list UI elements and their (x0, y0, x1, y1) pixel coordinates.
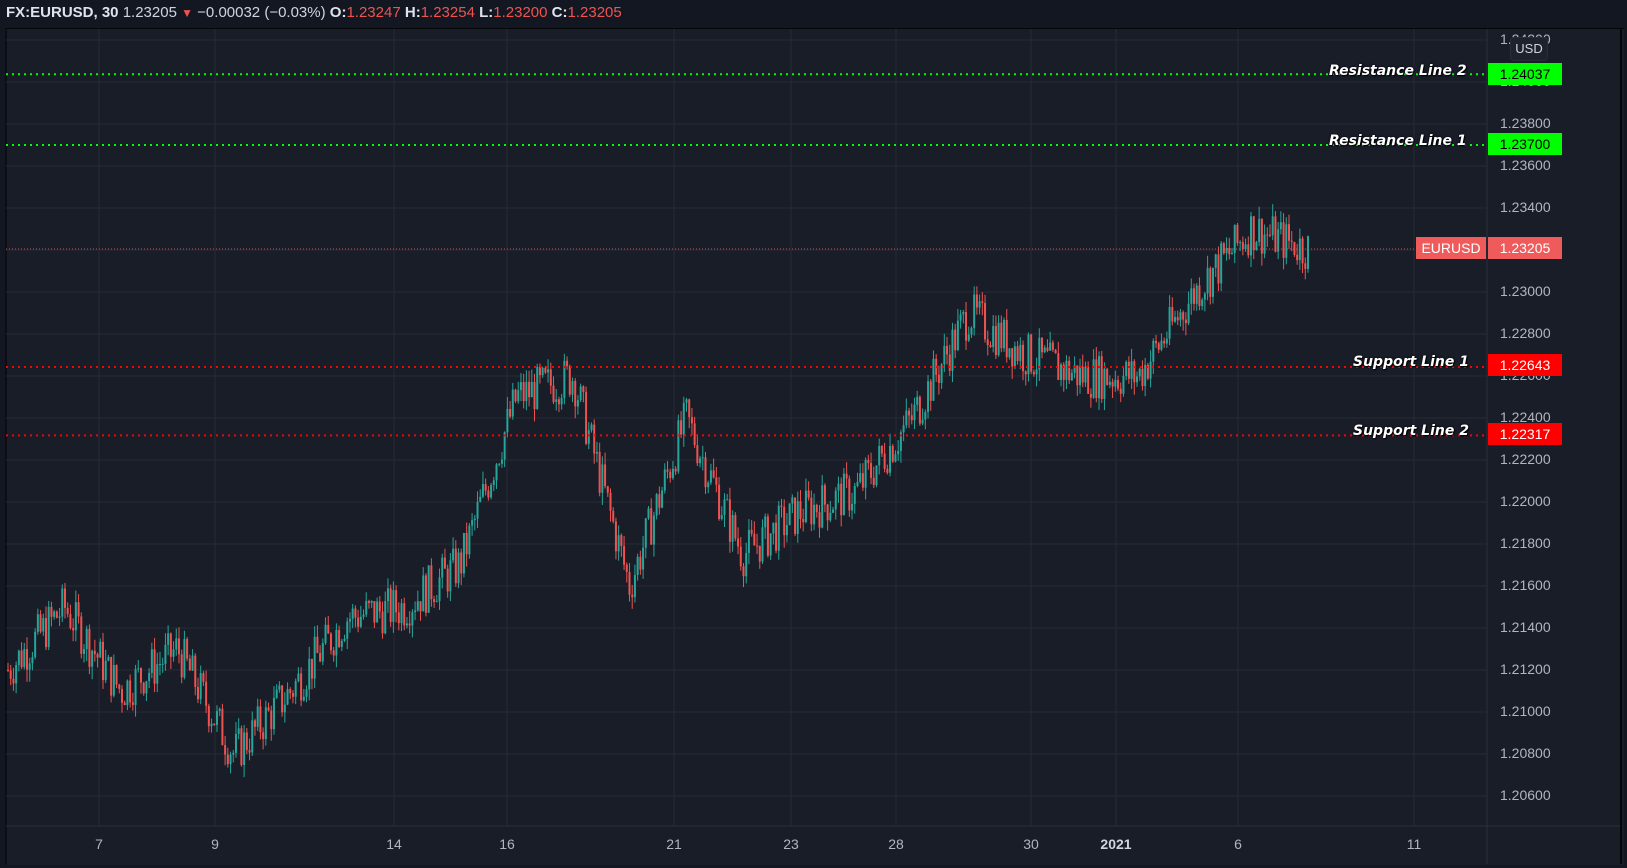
low-value: 1.23200 (493, 4, 548, 21)
price-change: −0.00032 (−0.03%) (197, 4, 326, 21)
high-value: 1.23254 (420, 4, 475, 21)
price-tick: 1.21000 (1500, 703, 1551, 719)
level-lines (6, 73, 1487, 437)
resistance-line-1-label[interactable]: Resistance Line 1 (1329, 133, 1467, 149)
price-tick: 1.23400 (1500, 199, 1551, 215)
price-tick: 1.22200 (1500, 451, 1551, 467)
time-tick: 6 (1234, 836, 1242, 852)
price-tick: 1.21800 (1500, 535, 1551, 551)
price-tick: 1.20600 (1500, 787, 1551, 803)
last-price: 1.23205 (122, 4, 177, 21)
time-tick: 16 (499, 836, 515, 852)
resistance-line-2-label[interactable]: Resistance Line 2 (1329, 63, 1467, 79)
symbol-title[interactable]: FX:EURUSD, 30 (6, 4, 119, 21)
close-label: C: (551, 4, 568, 21)
high-label: H: (404, 4, 421, 21)
time-tick: 11 (1406, 836, 1422, 852)
symbol-header: FX:EURUSD, 30 1.23205 ▼ −0.00032 (−0.03%… (0, 0, 1627, 26)
low-label: L: (479, 4, 494, 21)
price-tick: 1.21600 (1500, 577, 1551, 593)
time-tick: 28 (888, 836, 904, 852)
support-line-2-price-tag: 1.22317 (1488, 423, 1562, 445)
price-tick: 1.21400 (1500, 619, 1551, 635)
close-value: 1.23205 (567, 4, 622, 21)
time-tick: 21 (666, 836, 682, 852)
resistance-line-2-price-tag: 1.24037 (1488, 63, 1562, 85)
grid-lines (6, 29, 1487, 826)
resistance-line-1-price-tag: 1.23700 (1488, 133, 1562, 155)
triangle-down-icon: ▼ (181, 6, 193, 20)
time-tick: 30 (1023, 836, 1039, 852)
candles (7, 204, 1309, 778)
price-tick: 1.22000 (1500, 493, 1551, 509)
support-line-1-label[interactable]: Support Line 1 (1353, 354, 1469, 370)
time-tick: 9 (211, 836, 219, 852)
time-tick: 14 (386, 836, 402, 852)
price-tick: 1.22800 (1500, 325, 1551, 341)
price-tick: 1.21200 (1500, 661, 1551, 677)
currency-button[interactable]: USD (1510, 37, 1548, 61)
support-line-2-label[interactable]: Support Line 2 (1353, 423, 1469, 439)
time-tick: 7 (95, 836, 103, 852)
price-tick: 1.23600 (1500, 157, 1551, 173)
price-tick: 1.23000 (1500, 283, 1551, 299)
current-price-tag: 1.23205 (1488, 237, 1562, 259)
open-label: O: (329, 4, 347, 21)
open-value: 1.23247 (346, 4, 401, 21)
symbol-last-label: EURUSD (1416, 237, 1486, 259)
price-tick: 1.22400 (1500, 409, 1551, 425)
time-tick: 2021 (1100, 836, 1132, 852)
time-tick: 23 (783, 836, 799, 852)
price-tick: 1.20800 (1500, 745, 1551, 761)
support-line-1-price-tag: 1.22643 (1488, 354, 1562, 376)
price-tick: 1.23800 (1500, 115, 1551, 131)
